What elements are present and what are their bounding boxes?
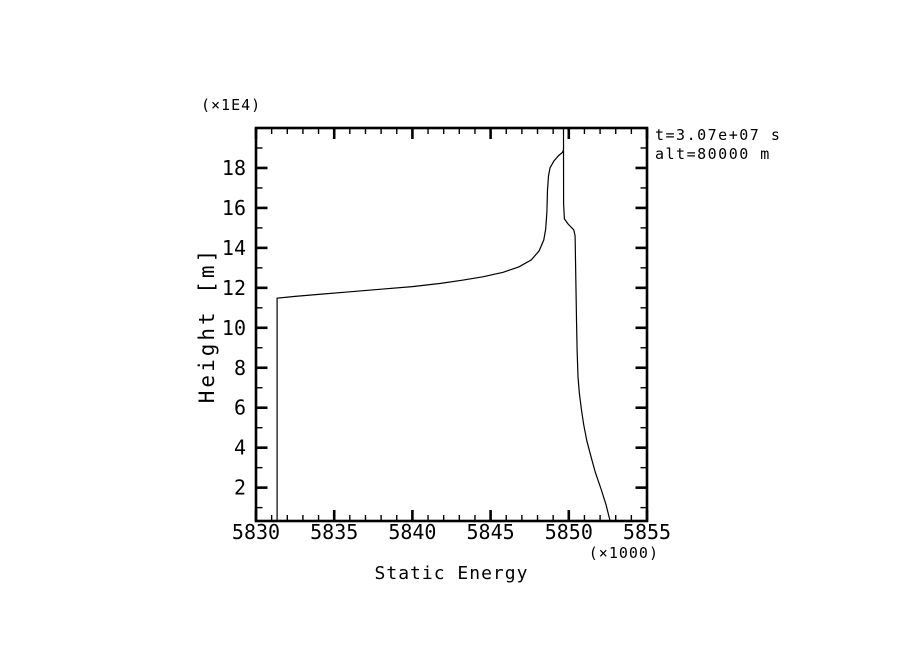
y-tick-label: 10 [222,316,246,340]
y-tick-label: 12 [222,276,246,300]
y-tick-label: 4 [234,436,246,460]
y-tick-label: 18 [222,156,246,180]
y-tick-label: 8 [234,356,246,380]
y-axis-unit-label: (×1E4) [201,96,262,114]
x-tick-label: 5850 [545,520,593,544]
curve-profile-right [562,127,611,522]
curve-profile-left [276,149,565,521]
x-tick-label: 5845 [467,520,515,544]
x-tick-label: 5855 [623,520,671,544]
annotation-altitude: alt=80000 m [655,145,771,163]
x-axis-title: Static Energy [374,563,529,584]
y-tick-label: 6 [234,396,246,420]
y-tick-label: 16 [222,196,246,220]
y-tick-label: 2 [234,476,246,500]
x-tick-label: 5830 [232,520,280,544]
y-tick-label: 14 [222,236,246,260]
y-axis-title: Height [m] [195,246,219,404]
plot-frame [254,126,649,523]
annotation-time: t=3.07e+07 s [655,126,782,144]
x-axis-unit-label: (×1000) [588,544,659,562]
x-tick-label: 5840 [388,520,436,544]
x-tick-label: 5835 [310,520,358,544]
